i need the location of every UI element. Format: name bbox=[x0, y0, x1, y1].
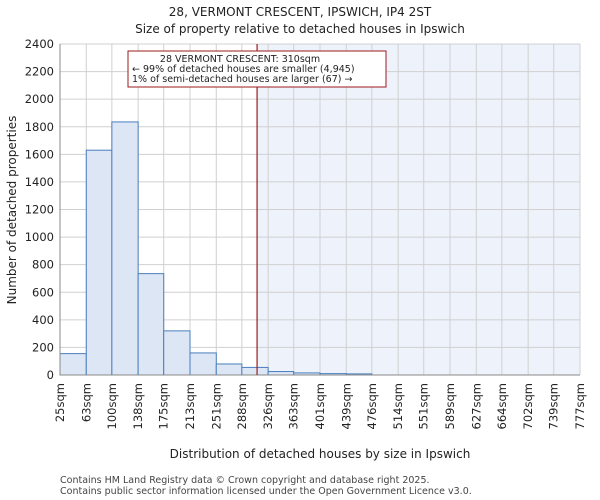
x-tick-label: 100sqm bbox=[105, 383, 119, 429]
x-tick-label: 627sqm bbox=[469, 383, 483, 429]
histogram-bar bbox=[241, 366, 269, 376]
x-tick-label: 251sqm bbox=[209, 383, 223, 429]
x-tick-label: 777sqm bbox=[573, 383, 587, 429]
histogram-bar bbox=[111, 121, 139, 376]
x-tick-label: 213sqm bbox=[183, 383, 197, 429]
footer-line-1: Contains HM Land Registry data © Crown c… bbox=[60, 475, 430, 486]
histogram-bar bbox=[189, 352, 217, 376]
x-tick-label: 288sqm bbox=[235, 383, 249, 429]
y-tick-label: 0 bbox=[47, 368, 54, 382]
x-tick-label: 476sqm bbox=[365, 383, 379, 429]
y-tick-label: 800 bbox=[32, 258, 54, 272]
x-tick-label: 363sqm bbox=[287, 383, 301, 429]
footer-line-2: Contains public sector information licen… bbox=[60, 486, 472, 497]
y-tick-label: 600 bbox=[32, 285, 54, 299]
y-tick-label: 1200 bbox=[25, 203, 54, 217]
y-tick-label: 200 bbox=[32, 340, 54, 354]
chart-title: 28, VERMONT CRESCENT, IPSWICH, IP4 2ST bbox=[169, 5, 432, 19]
x-tick-label: 739sqm bbox=[547, 383, 561, 429]
histogram-bar bbox=[85, 149, 113, 376]
histogram-bar bbox=[59, 353, 87, 376]
x-tick-label: 702sqm bbox=[521, 383, 535, 429]
x-tick-label: 326sqm bbox=[261, 383, 275, 429]
y-tick-label: 2200 bbox=[25, 65, 54, 79]
x-tick-label: 25sqm bbox=[53, 383, 67, 422]
y-tick-label: 1400 bbox=[25, 175, 54, 189]
y-tick-label: 2400 bbox=[25, 37, 54, 51]
chart-subtitle: Size of property relative to detached ho… bbox=[135, 22, 465, 36]
x-tick-label: 589sqm bbox=[443, 383, 457, 429]
histogram-bar bbox=[267, 371, 295, 376]
x-tick-label: 514sqm bbox=[391, 383, 405, 429]
histogram-bar bbox=[137, 273, 165, 376]
x-axis-title: Distribution of detached houses by size … bbox=[170, 447, 471, 461]
x-tick-label: 138sqm bbox=[131, 383, 145, 429]
y-tick-label: 1000 bbox=[25, 230, 54, 244]
y-tick-label: 400 bbox=[32, 313, 54, 327]
annotation-larger: 1% of semi-detached houses are larger (6… bbox=[132, 74, 352, 85]
y-tick-label: 2000 bbox=[25, 92, 54, 106]
x-tick-label: 551sqm bbox=[417, 383, 431, 429]
histogram-bar bbox=[215, 363, 243, 376]
x-tick-label: 439sqm bbox=[339, 383, 353, 429]
annotation-label: 28 VERMONT CRESCENT: 310sqm bbox=[160, 54, 320, 65]
y-tick-label: 1800 bbox=[25, 120, 54, 134]
plot-area: 0 200 400 600 800 1000 1200 1400 1600 1800 2000 220… bbox=[25, 37, 587, 429]
x-tick-label: 175sqm bbox=[157, 383, 171, 429]
x-tick-label: 63sqm bbox=[79, 383, 93, 422]
y-tick-label: 1600 bbox=[25, 147, 54, 161]
histogram-bar bbox=[163, 330, 191, 376]
x-tick-label: 401sqm bbox=[313, 383, 327, 429]
annotation-box bbox=[127, 50, 387, 88]
y-axis-title: Number of detached properties bbox=[5, 116, 19, 305]
x-tick-label: 664sqm bbox=[495, 383, 509, 429]
annotation-smaller: ← 99% of detached houses are smaller (4,… bbox=[132, 64, 355, 75]
